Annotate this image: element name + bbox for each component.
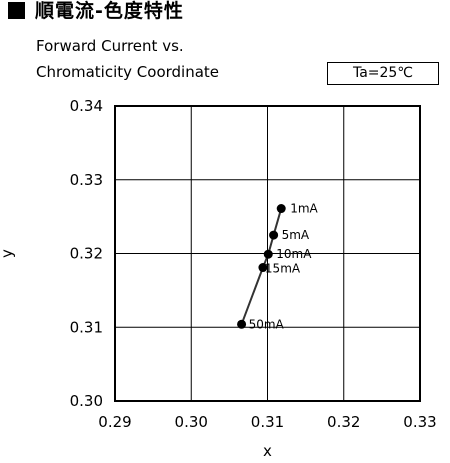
y-tick-label: 0.30 [70,392,103,410]
x-tick-labels: 0.29 0.30 0.31 0.32 0.33 [98,413,436,431]
data-label-1mA: 1mA [290,202,318,216]
plot-frame [114,105,421,402]
x-tick-label: 0.33 [403,413,436,431]
data-label-15mA: 15mA [265,262,301,276]
data-point-10mA [263,249,273,259]
y-tick-label: 0.32 [70,245,103,263]
x-tick-label: 0.30 [175,413,208,431]
x-tick-label: 0.32 [327,413,360,431]
black-square-icon [8,2,25,19]
chart-subtitle-line2: Chromaticity Coordinate [36,63,220,81]
data-label-10mA: 10mA [276,247,312,261]
data-point-15mA [258,263,268,273]
data-point-5mA [269,230,279,240]
data-points [237,204,286,329]
data-point-1mA [276,204,286,214]
x-tick-label: 0.29 [98,413,131,431]
chart-title-japanese: 順電流-色度特性 [35,0,184,22]
chart-heading: 順電流-色度特性 [8,2,184,21]
x-tick-label: 0.31 [251,413,284,431]
x-axis-label: x [263,442,272,460]
y-tick-labels: 0.30 0.31 0.32 0.33 0.34 [70,97,103,410]
chart-subtitle-line1: Forward Current vs. [36,37,184,55]
data-label-5mA: 5mA [282,228,310,242]
condition-box: Ta=25℃ [327,62,439,85]
y-tick-label: 0.34 [70,97,103,115]
data-point-50mA [237,319,247,329]
y-axis-label: y [0,249,16,258]
data-label-50mA: 50mA [249,317,285,331]
y-tick-label: 0.31 [70,318,103,336]
y-tick-label: 0.33 [70,171,103,189]
